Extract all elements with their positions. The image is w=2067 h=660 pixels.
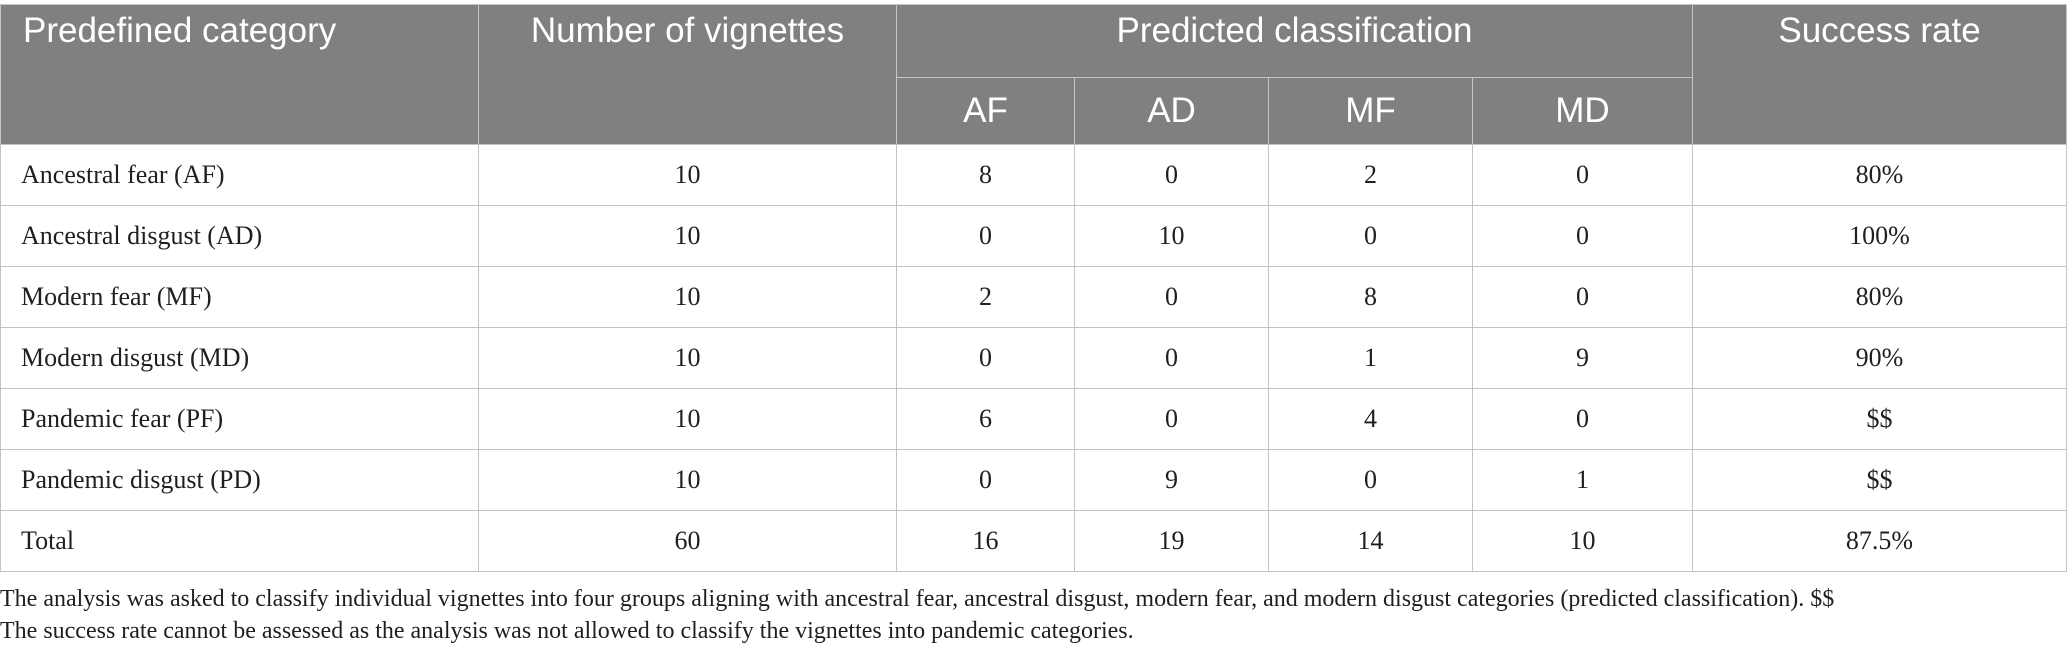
cell-vignettes: 10 bbox=[478, 144, 897, 206]
cell-success-rate: 80% bbox=[1692, 266, 2067, 328]
table-row: Modern disgust (MD) 10 0 0 1 9 90% bbox=[0, 327, 2067, 389]
cell-af: 0 bbox=[896, 449, 1075, 511]
subheader-ad: AD bbox=[1074, 77, 1269, 145]
cell-category: Pandemic fear (PF) bbox=[0, 388, 479, 450]
cell-ad: 0 bbox=[1074, 327, 1269, 389]
table-footnote: The analysis was asked to classify indiv… bbox=[0, 583, 2060, 647]
cell-md: 0 bbox=[1472, 266, 1693, 328]
cell-af: 0 bbox=[896, 205, 1075, 267]
cell-mf: 4 bbox=[1268, 388, 1473, 450]
cell-vignettes: 10 bbox=[478, 449, 897, 511]
cell-ad: 0 bbox=[1074, 388, 1269, 450]
cell-mf: 2 bbox=[1268, 144, 1473, 206]
table-row: Ancestral disgust (AD) 10 0 10 0 0 100% bbox=[0, 205, 2067, 267]
subheader-af: AF bbox=[896, 77, 1075, 145]
cell-category: Ancestral fear (AF) bbox=[0, 144, 479, 206]
cell-success-rate: 90% bbox=[1692, 327, 2067, 389]
cell-mf: 1 bbox=[1268, 327, 1473, 389]
cell-md: 10 bbox=[1472, 510, 1693, 572]
header-number-of-vignettes: Number of vignettes bbox=[478, 4, 897, 145]
table-row: Modern fear (MF) 10 2 0 8 0 80% bbox=[0, 266, 2067, 328]
cell-vignettes: 60 bbox=[478, 510, 897, 572]
cell-category: Modern disgust (MD) bbox=[0, 327, 479, 389]
subheader-mf: MF bbox=[1268, 77, 1473, 145]
table-row: Pandemic disgust (PD) 10 0 9 0 1 $$ bbox=[0, 449, 2067, 511]
cell-md: 9 bbox=[1472, 327, 1693, 389]
cell-vignettes: 10 bbox=[478, 327, 897, 389]
cell-success-rate: $$ bbox=[1692, 449, 2067, 511]
cell-ad: 10 bbox=[1074, 205, 1269, 267]
cell-category: Pandemic disgust (PD) bbox=[0, 449, 479, 511]
table-row-total: Total 60 16 19 14 10 87.5% bbox=[0, 510, 2067, 572]
cell-af: 16 bbox=[896, 510, 1075, 572]
cell-md: 1 bbox=[1472, 449, 1693, 511]
cell-af: 8 bbox=[896, 144, 1075, 206]
cell-success-rate: 80% bbox=[1692, 144, 2067, 206]
cell-md: 0 bbox=[1472, 144, 1693, 206]
cell-mf: 0 bbox=[1268, 205, 1473, 267]
cell-md: 0 bbox=[1472, 205, 1693, 267]
cell-mf: 0 bbox=[1268, 449, 1473, 511]
cell-vignettes: 10 bbox=[478, 266, 897, 328]
classification-table: Predefined category Number of vignettes … bbox=[0, 4, 2067, 572]
footnote-line-1: The analysis was asked to classify indiv… bbox=[0, 586, 1835, 612]
cell-ad: 0 bbox=[1074, 144, 1269, 206]
table-row: Pandemic fear (PF) 10 6 0 4 0 $$ bbox=[0, 388, 2067, 450]
header-predefined-category: Predefined category bbox=[0, 4, 479, 145]
header-predicted-classification: Predicted classification bbox=[896, 4, 1693, 78]
cell-ad: 0 bbox=[1074, 266, 1269, 328]
cell-af: 0 bbox=[896, 327, 1075, 389]
cell-af: 6 bbox=[896, 388, 1075, 450]
cell-mf: 14 bbox=[1268, 510, 1473, 572]
footnote-line-2: The success rate cannot be assessed as t… bbox=[0, 618, 1134, 644]
header-success-rate: Success rate bbox=[1692, 4, 2067, 145]
cell-ad: 9 bbox=[1074, 449, 1269, 511]
cell-success-rate: $$ bbox=[1692, 388, 2067, 450]
cell-ad: 19 bbox=[1074, 510, 1269, 572]
cell-category: Modern fear (MF) bbox=[0, 266, 479, 328]
cell-af: 2 bbox=[896, 266, 1075, 328]
cell-vignettes: 10 bbox=[478, 388, 897, 450]
cell-success-rate: 87.5% bbox=[1692, 510, 2067, 572]
table-row: Ancestral fear (AF) 10 8 0 2 0 80% bbox=[0, 144, 2067, 206]
cell-vignettes: 10 bbox=[478, 205, 897, 267]
cell-category: Ancestral disgust (AD) bbox=[0, 205, 479, 267]
cell-mf: 8 bbox=[1268, 266, 1473, 328]
cell-category: Total bbox=[0, 510, 479, 572]
subheader-md: MD bbox=[1472, 77, 1693, 145]
cell-success-rate: 100% bbox=[1692, 205, 2067, 267]
cell-md: 0 bbox=[1472, 388, 1693, 450]
